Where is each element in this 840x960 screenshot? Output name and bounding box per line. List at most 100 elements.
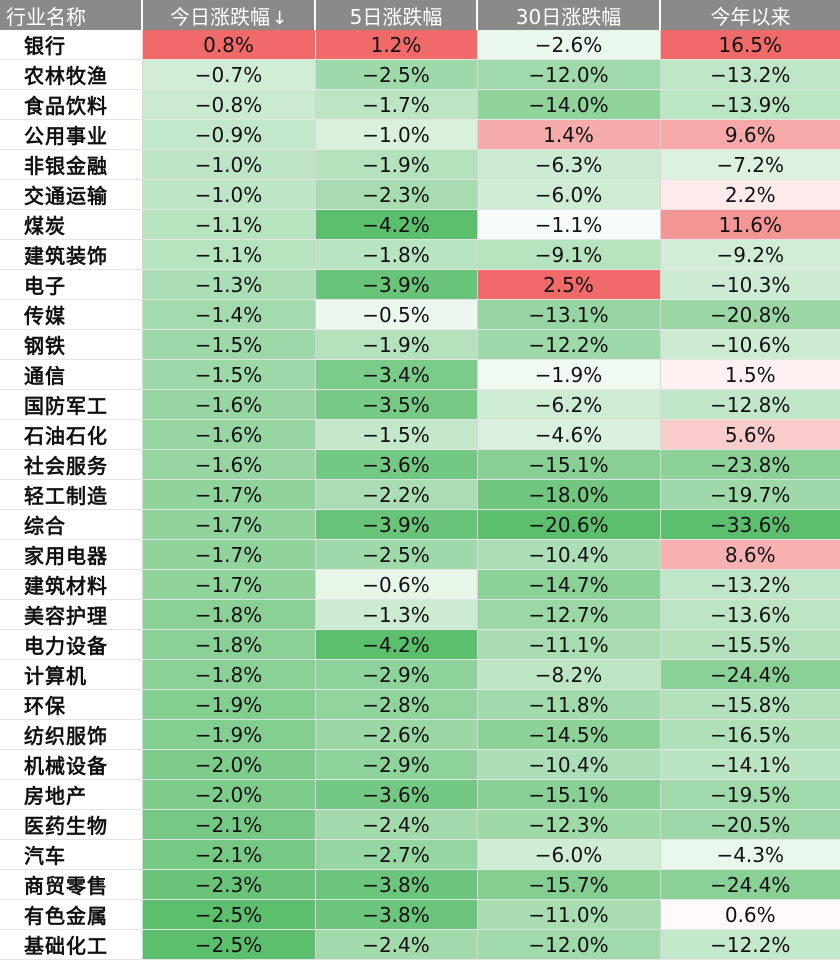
industry-name-cell: 煤炭 [0, 209, 143, 240]
5day-change-cell: −1.3% [315, 599, 478, 630]
30day-change-cell: 1.4% [477, 119, 661, 150]
table-row[interactable]: 非银金融 −1.0% −1.9% −6.3% −7.2% [0, 149, 840, 180]
ytd-change-cell: 8.6% [660, 539, 840, 570]
industry-name-cell: 交通运输 [0, 179, 143, 210]
table-row[interactable]: 农林牧渔 −0.7% −2.5% −12.0% −13.2% [0, 59, 840, 90]
industry-name-cell: 美容护理 [0, 599, 143, 630]
header-today-change[interactable]: 今日涨跌幅 ↓ [142, 0, 316, 30]
industry-name-cell: 通信 [0, 359, 143, 390]
table-row[interactable]: 美容护理 −1.8% −1.3% −12.7% −13.6% [0, 599, 840, 630]
industry-name-cell: 机械设备 [0, 749, 143, 780]
table-row[interactable]: 纺织服饰 −1.9% −2.6% −14.5% −16.5% [0, 719, 840, 750]
5day-change-cell: −3.6% [315, 449, 478, 480]
table-row[interactable]: 国防军工 −1.6% −3.5% −6.2% −12.8% [0, 389, 840, 420]
table-row[interactable]: 医药生物 −2.1% −2.4% −12.3% −20.5% [0, 809, 840, 840]
table-row[interactable]: 基础化工 −2.5% −2.4% −12.0% −12.2% [0, 929, 840, 960]
30day-change-cell: −2.6% [477, 30, 661, 60]
table-row[interactable]: 建筑材料 −1.7% −0.6% −14.7% −13.2% [0, 569, 840, 600]
industry-name-cell: 社会服务 [0, 449, 143, 480]
30day-change-cell: −14.0% [477, 89, 661, 120]
table-row[interactable]: 房地产 −2.0% −3.6% −15.1% −19.5% [0, 779, 840, 810]
industry-name-cell: 医药生物 [0, 809, 143, 840]
table-row[interactable]: 银行 0.8% 1.2% −2.6% 16.5% [0, 30, 840, 60]
table-row[interactable]: 通信 −1.5% −3.4% −1.9% 1.5% [0, 359, 840, 390]
30day-change-cell: −6.0% [477, 839, 661, 870]
ytd-change-cell: −13.9% [660, 89, 840, 120]
today-change-cell: −1.3% [142, 269, 316, 300]
header-ytd-change[interactable]: 今年以来 [660, 0, 840, 30]
5day-change-cell: −4.2% [315, 209, 478, 240]
30day-change-cell: −4.6% [477, 419, 661, 450]
today-change-cell: −1.6% [142, 389, 316, 420]
ytd-change-cell: −15.8% [660, 689, 840, 720]
table-row[interactable]: 钢铁 −1.5% −1.9% −12.2% −10.6% [0, 329, 840, 360]
ytd-change-cell: −20.8% [660, 299, 840, 330]
30day-change-cell: −11.1% [477, 629, 661, 660]
5day-change-cell: −2.4% [315, 929, 478, 960]
30day-change-cell: −12.0% [477, 59, 661, 90]
industry-name-cell: 建筑材料 [0, 569, 143, 600]
5day-change-cell: −1.7% [315, 89, 478, 120]
ytd-change-cell: −4.3% [660, 839, 840, 870]
ytd-change-cell: −16.5% [660, 719, 840, 750]
sort-down-icon: ↓ [271, 7, 288, 29]
table-row[interactable]: 机械设备 −2.0% −2.9% −10.4% −14.1% [0, 749, 840, 780]
today-change-cell: −2.3% [142, 869, 316, 900]
table-row[interactable]: 煤炭 −1.1% −4.2% −1.1% 11.6% [0, 209, 840, 240]
table-row[interactable]: 计算机 −1.8% −2.9% −8.2% −24.4% [0, 659, 840, 690]
ytd-change-cell: −10.6% [660, 329, 840, 360]
table-row[interactable]: 社会服务 −1.6% −3.6% −15.1% −23.8% [0, 449, 840, 480]
today-change-cell: −1.7% [142, 539, 316, 570]
today-change-cell: −1.5% [142, 329, 316, 360]
today-change-cell: −1.6% [142, 419, 316, 450]
table-row[interactable]: 石油石化 −1.6% −1.5% −4.6% 5.6% [0, 419, 840, 450]
today-change-cell: −1.1% [142, 209, 316, 240]
30day-change-cell: −18.0% [477, 479, 661, 510]
30day-change-cell: −9.1% [477, 239, 661, 270]
table-row[interactable]: 建筑装饰 −1.1% −1.8% −9.1% −9.2% [0, 239, 840, 270]
table-row[interactable]: 电力设备 −1.8% −4.2% −11.1% −15.5% [0, 629, 840, 660]
header-30day-change[interactable]: 30日涨跌幅 [477, 0, 661, 30]
ytd-change-cell: −24.4% [660, 659, 840, 690]
today-change-cell: −1.8% [142, 659, 316, 690]
table-row[interactable]: 传媒 −1.4% −0.5% −13.1% −20.8% [0, 299, 840, 330]
table-row[interactable]: 交通运输 −1.0% −2.3% −6.0% 2.2% [0, 179, 840, 210]
industry-name-cell: 计算机 [0, 659, 143, 690]
5day-change-cell: −2.5% [315, 59, 478, 90]
table-row[interactable]: 轻工制造 −1.7% −2.2% −18.0% −19.7% [0, 479, 840, 510]
5day-change-cell: −3.5% [315, 389, 478, 420]
table-row[interactable]: 电子 −1.3% −3.9% 2.5% −10.3% [0, 269, 840, 300]
table-row[interactable]: 家用电器 −1.7% −2.5% −10.4% 8.6% [0, 539, 840, 570]
header-5day-change[interactable]: 5日涨跌幅 [315, 0, 478, 30]
today-change-cell: −2.0% [142, 779, 316, 810]
table-row[interactable]: 食品饮料 −0.8% −1.7% −14.0% −13.9% [0, 89, 840, 120]
table-row[interactable]: 商贸零售 −2.3% −3.8% −15.7% −24.4% [0, 869, 840, 900]
table-row[interactable]: 公用事业 −0.9% −1.0% 1.4% 9.6% [0, 119, 840, 150]
today-change-cell: −2.1% [142, 809, 316, 840]
header-industry-name[interactable]: 行业名称 [0, 0, 143, 30]
ytd-change-cell: −19.7% [660, 479, 840, 510]
today-change-cell: −1.8% [142, 629, 316, 660]
5day-change-cell: −2.3% [315, 179, 478, 210]
header-today-change-label: 今日涨跌幅 [169, 4, 270, 29]
industry-name-cell: 纺织服饰 [0, 719, 143, 750]
today-change-cell: −1.4% [142, 299, 316, 330]
today-change-cell: −0.7% [142, 59, 316, 90]
table-row[interactable]: 有色金属 −2.5% −3.8% −11.0% 0.6% [0, 899, 840, 930]
30day-change-cell: −12.7% [477, 599, 661, 630]
30day-change-cell: −12.3% [477, 809, 661, 840]
5day-change-cell: −2.7% [315, 839, 478, 870]
30day-change-cell: −11.8% [477, 689, 661, 720]
30day-change-cell: −14.5% [477, 719, 661, 750]
table-row[interactable]: 汽车 −2.1% −2.7% −6.0% −4.3% [0, 839, 840, 870]
table-row[interactable]: 环保 −1.9% −2.8% −11.8% −15.8% [0, 689, 840, 720]
ytd-change-cell: −12.8% [660, 389, 840, 420]
5day-change-cell: −2.2% [315, 479, 478, 510]
30day-change-cell: −12.2% [477, 329, 661, 360]
industry-name-cell: 环保 [0, 689, 143, 720]
table-row[interactable]: 综合 −1.7% −3.9% −20.6% −33.6% [0, 509, 840, 540]
table-body: 银行 0.8% 1.2% −2.6% 16.5% 农林牧渔 −0.7% −2.5% −12.0%… [0, 30, 840, 960]
ytd-change-cell: −33.6% [660, 509, 840, 540]
ytd-change-cell: −14.1% [660, 749, 840, 780]
